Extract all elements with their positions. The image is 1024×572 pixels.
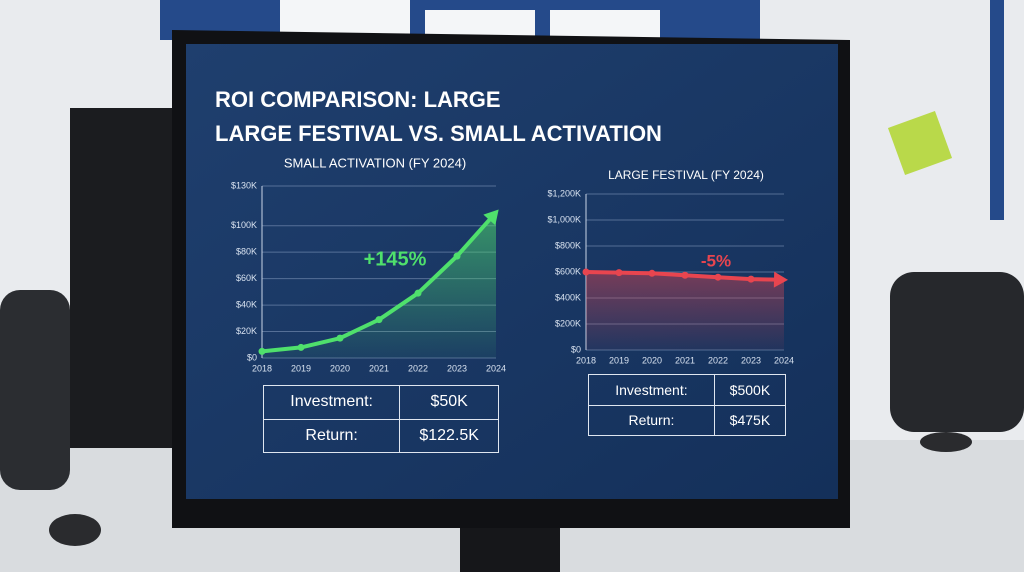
y-tick-label: $0 bbox=[247, 352, 257, 362]
arrow-head bbox=[483, 209, 499, 226]
x-tick-label: 2021 bbox=[675, 355, 695, 365]
x-tick-label: 2020 bbox=[330, 363, 350, 373]
x-tick-label: 2022 bbox=[408, 363, 428, 373]
point bbox=[258, 347, 266, 355]
chart-title: LARGE FESTIVAL (FY 2024) bbox=[608, 168, 764, 182]
point bbox=[648, 269, 656, 277]
chair bbox=[890, 272, 1024, 432]
point bbox=[414, 289, 422, 297]
table-cell: $500K bbox=[713, 374, 787, 406]
window bbox=[280, 0, 410, 38]
x-tick-label: 2023 bbox=[741, 355, 761, 365]
point bbox=[747, 275, 755, 283]
x-tick-label: 2018 bbox=[252, 363, 272, 373]
x-tick-label: 2019 bbox=[291, 363, 311, 373]
annotation: -5% bbox=[701, 251, 731, 270]
y-tick-label: $40K bbox=[236, 299, 257, 309]
roi-table: Investment: $500K Return: $475K bbox=[588, 374, 787, 436]
window bbox=[550, 10, 660, 38]
point bbox=[336, 334, 344, 342]
table-cell: Investment: bbox=[262, 385, 401, 420]
mouse bbox=[49, 514, 101, 546]
x-tick-label: 2018 bbox=[576, 355, 596, 365]
point bbox=[375, 316, 383, 324]
y-tick-label: $0 bbox=[571, 344, 581, 354]
annotation: +145% bbox=[364, 248, 427, 270]
y-tick-label: $800K bbox=[555, 240, 581, 250]
y-tick-label: $20K bbox=[236, 326, 257, 336]
area bbox=[262, 212, 496, 358]
table-cell: Return: bbox=[588, 404, 715, 436]
x-tick-label: 2024 bbox=[486, 363, 506, 373]
table-cell: Investment: bbox=[588, 374, 715, 406]
y-tick-label: $60K bbox=[236, 273, 257, 283]
y-tick-label: $600K bbox=[555, 266, 581, 276]
arrow-head bbox=[773, 271, 788, 288]
table-cell: $475K bbox=[713, 404, 787, 436]
charts: SMALL ACTIVATION (FY 2024) $0 $20K $40K $60K… bbox=[231, 155, 794, 373]
screen-title: LARGE FESTIVAL VS. SMALL ACTIVATION bbox=[215, 121, 662, 146]
table-cell: $50K bbox=[399, 385, 499, 420]
y-tick-label: $130K bbox=[231, 180, 257, 190]
sticky-note bbox=[887, 110, 953, 176]
point bbox=[615, 269, 623, 277]
chart-title: SMALL ACTIVATION (FY 2024) bbox=[284, 155, 466, 170]
point bbox=[714, 273, 722, 281]
y-tick-label: $1,000K bbox=[547, 214, 581, 224]
y-tick-label: $100K bbox=[231, 220, 257, 230]
mouse bbox=[920, 432, 972, 452]
table-cell: $122.5K bbox=[399, 418, 499, 453]
chair bbox=[0, 290, 70, 490]
x-tick-label: 2023 bbox=[447, 363, 467, 373]
table-cell: Return: bbox=[262, 418, 401, 453]
x-tick-label: 2022 bbox=[708, 355, 728, 365]
point bbox=[681, 271, 689, 279]
y-tick-label: $200K bbox=[555, 318, 581, 328]
point bbox=[297, 343, 305, 351]
x-tick-label: 2020 bbox=[642, 355, 662, 365]
x-tick-label: 2024 bbox=[774, 355, 794, 365]
x-tick-label: 2019 bbox=[609, 355, 629, 365]
wall-trim bbox=[990, 0, 1004, 220]
back-monitor bbox=[70, 108, 180, 448]
area bbox=[586, 272, 784, 350]
x-tick-label: 2021 bbox=[369, 363, 389, 373]
screen-title: ROI COMPARISON: LARGE bbox=[215, 87, 501, 112]
y-tick-label: $1,200K bbox=[547, 188, 581, 198]
roi-table: Investment: $50K Return: $122.5K bbox=[262, 385, 499, 453]
point bbox=[453, 252, 461, 260]
y-tick-label: $400K bbox=[555, 292, 581, 302]
window bbox=[425, 10, 535, 38]
point bbox=[582, 268, 590, 276]
y-tick-label: $80K bbox=[236, 247, 257, 257]
